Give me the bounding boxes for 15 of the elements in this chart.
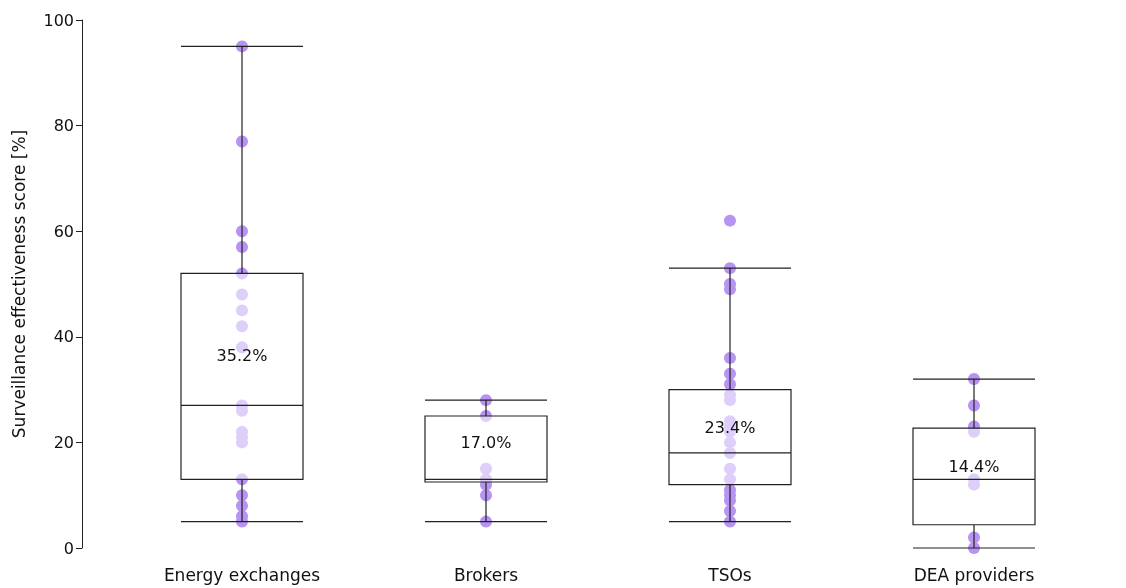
x-tick-label: DEA providers	[913, 564, 1035, 585]
y-tick-label: 60	[53, 221, 74, 241]
y-tick-label: 100	[43, 10, 74, 30]
y-tick-label: 80	[53, 116, 74, 136]
annotation: 23.4%	[704, 418, 756, 438]
annotation: 14.4%	[948, 457, 1000, 477]
y-tick-label: 0	[63, 538, 74, 558]
y-tick-label: 40	[53, 327, 74, 347]
annotation: 17.0%	[460, 432, 512, 452]
x-tick-label: TSOs	[707, 564, 752, 585]
x-tick-label: Brokers	[453, 564, 519, 585]
y-axis-title: Surveillance effectiveness score [%]	[8, 129, 29, 439]
x-tick-label: Energy exchanges	[163, 564, 321, 585]
annotation: 35.2%	[216, 346, 268, 366]
y-tick-label: 20	[53, 432, 74, 452]
